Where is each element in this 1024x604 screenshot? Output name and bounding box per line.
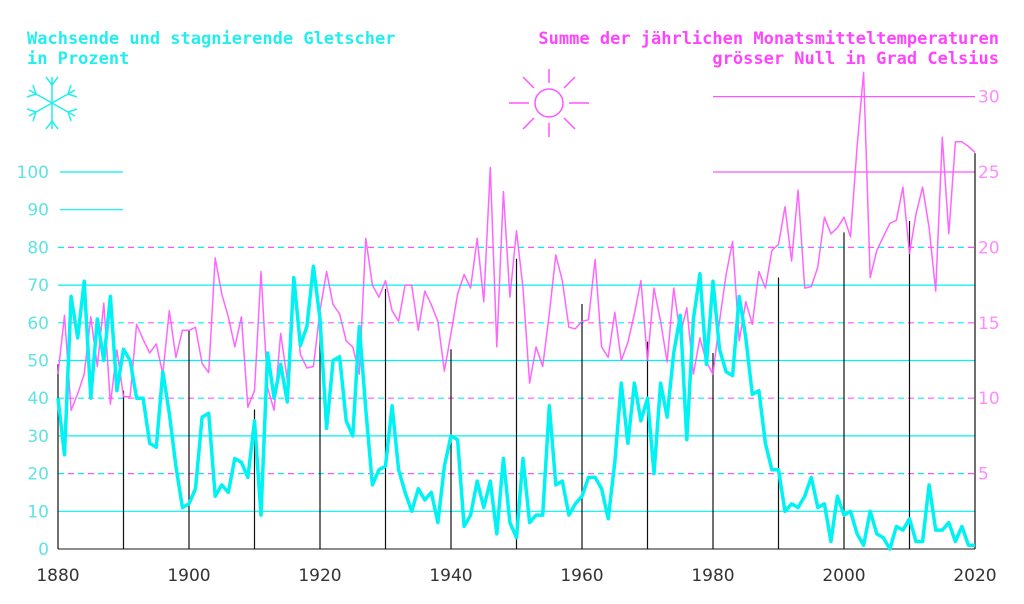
right-title-line-1: Summe der jährlichen Monatsmitteltempera…: [538, 29, 999, 49]
x-tick-2000: 2000: [822, 566, 865, 586]
glacier-series-line: [56, 264, 975, 551]
y-tick-right-5: 5: [978, 465, 989, 485]
y-tick-left-30: 30: [27, 427, 49, 447]
y-tick-right-10: 10: [978, 389, 1000, 409]
y-tick-left-40: 40: [27, 389, 49, 409]
snowflake-icon: [26, 76, 78, 130]
y-tick-left-90: 90: [27, 201, 49, 221]
y-tick-left-50: 50: [27, 352, 49, 372]
x-tick-2020: 2020: [953, 566, 996, 586]
y-tick-left-70: 70: [27, 276, 49, 296]
y-tick-left-60: 60: [27, 314, 49, 334]
sun-icon: [509, 69, 589, 137]
right-title-line-2: grösser Null in Grad Celsius: [712, 49, 999, 69]
y-tick-right-20: 20: [978, 238, 1000, 258]
x-tick-1900: 1900: [167, 566, 210, 586]
y-tick-right-15: 15: [978, 314, 1000, 334]
y-tick-left-10: 10: [27, 502, 49, 522]
left-title-line-2: in Prozent: [27, 49, 129, 69]
temperature-series-line: [57, 71, 976, 412]
x-tick-1940: 1940: [429, 566, 472, 586]
y-tick-right-25: 25: [978, 163, 1000, 183]
y-tick-left-20: 20: [27, 465, 49, 485]
x-tick-1960: 1960: [560, 566, 603, 586]
x-tick-1880: 1880: [36, 566, 79, 586]
y-tick-left-80: 80: [27, 238, 49, 258]
y-tick-left-100: 100: [17, 163, 49, 183]
y-tick-right-30: 30: [978, 88, 1000, 108]
y-tick-left-0: 0: [38, 540, 49, 560]
x-tick-1920: 1920: [298, 566, 341, 586]
left-title-line-1: Wachsende und stagnierende Gletscher: [27, 29, 395, 49]
x-tick-1980: 1980: [691, 566, 734, 586]
